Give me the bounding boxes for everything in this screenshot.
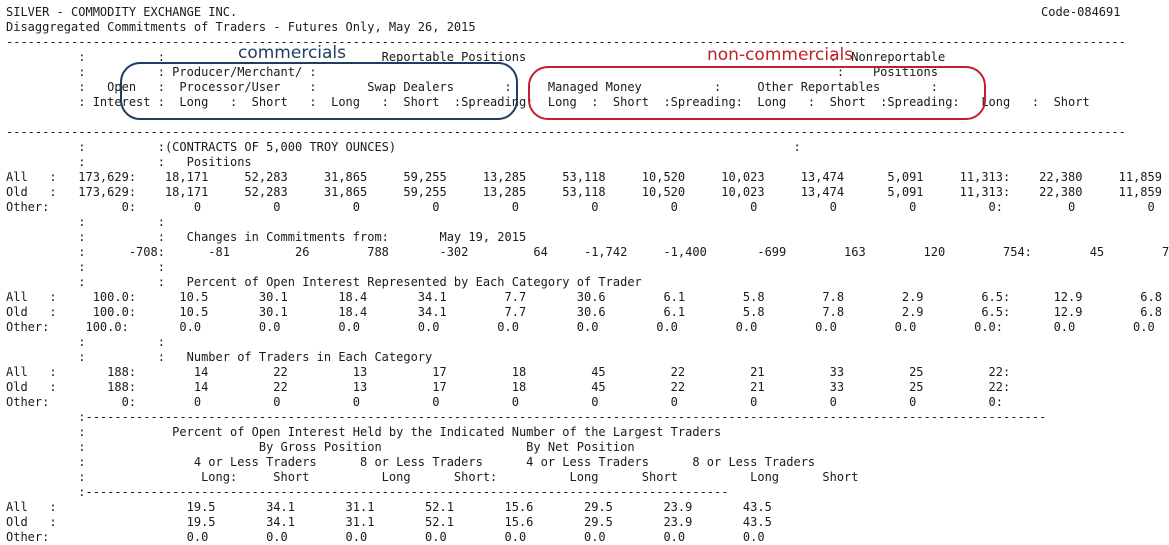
report-line: : : Changes in Commitments from: May 19,… [6,230,527,244]
report-line: : : Producer/Merchant/ : : Positions [6,65,938,79]
report-line: : Percent of Open Interest Held by the I… [6,425,722,439]
report-line: : : [6,260,165,274]
report-line: Old : 19.5 34.1 31.1 52.1 15.6 29.5 23.9… [6,515,772,529]
report-line: All : 100.0: 10.5 30.1 18.4 34.1 7.7 30.… [6,290,1162,304]
report-line: : Long: Short Long Short: Long Short Lon… [6,470,859,484]
report-line: Old : 188: 14 22 13 17 18 45 22 21 33 25… [6,380,1011,394]
cot-report-text: SILVER - COMMODITY EXCHANGE INC. Disaggre… [6,5,1169,545]
report-line: :---------------------------------------… [6,410,1047,424]
report-line: Other: 0: 0 0 0 0 0 0 0 0 0 0 0: 0 0 [6,200,1155,214]
report-line: Other: 0: 0 0 0 0 0 0 0 0 0 0 0: [6,395,1003,409]
report-line: Other: 100.0: 0.0 0.0 0.0 0.0 0.0 0.0 0.… [6,320,1155,334]
report-line: : :(CONTRACTS OF 5,000 TROY OUNCES) : [6,140,801,154]
commercials-annotation: commercials [238,43,347,63]
report-line: : : [6,335,165,349]
report-line: All : 188: 14 22 13 17 18 45 22 21 33 25… [6,365,1011,379]
report-line: SILVER - COMMODITY EXCHANGE INC. [6,5,238,19]
report-line: : 4 or Less Traders 8 or Less Traders 4 … [6,455,816,469]
report-line: ----------------------------------------… [6,125,1126,139]
report-line: :---------------------------------------… [6,485,729,499]
noncommercials-annotation: non-commercials [707,45,854,65]
noncommercials-highlight-oval [528,66,986,120]
report-line: : : Percent of Open Interest Represented… [6,275,642,289]
report-line: : By Gross Position By Net Position [6,440,635,454]
report-line: : -708: -81 26 788 -302 64 -1,742 -1,400… [6,245,1169,259]
report-line: Other: 0.0 0.0 0.0 0.0 0.0 0.0 0.0 0.0 [6,530,765,544]
report-line: : : [6,215,165,229]
report-line: Disaggregated Commitments of Traders - F… [6,20,476,34]
report-line: Old : 173,629: 18,171 52,283 31,865 59,2… [6,185,1162,199]
report-line: : : Reportable Positions : Nonreportable [6,50,946,64]
commercials-highlight-oval [120,62,518,120]
report-line: Old : 100.0: 10.5 30.1 18.4 34.1 7.7 30.… [6,305,1162,319]
report-code: Code-084691 [1041,5,1121,19]
report-line: : : Number of Traders in Each Category [6,350,433,364]
report-line: ----------------------------------------… [6,35,1126,49]
report-line: : : Positions [6,155,252,169]
report-line: All : 19.5 34.1 31.1 52.1 15.6 29.5 23.9… [6,500,772,514]
report-line: All : 173,629: 18,171 52,283 31,865 59,2… [6,170,1162,184]
report-line: : Open : Processor/User : Swap Dealers :… [6,80,938,94]
